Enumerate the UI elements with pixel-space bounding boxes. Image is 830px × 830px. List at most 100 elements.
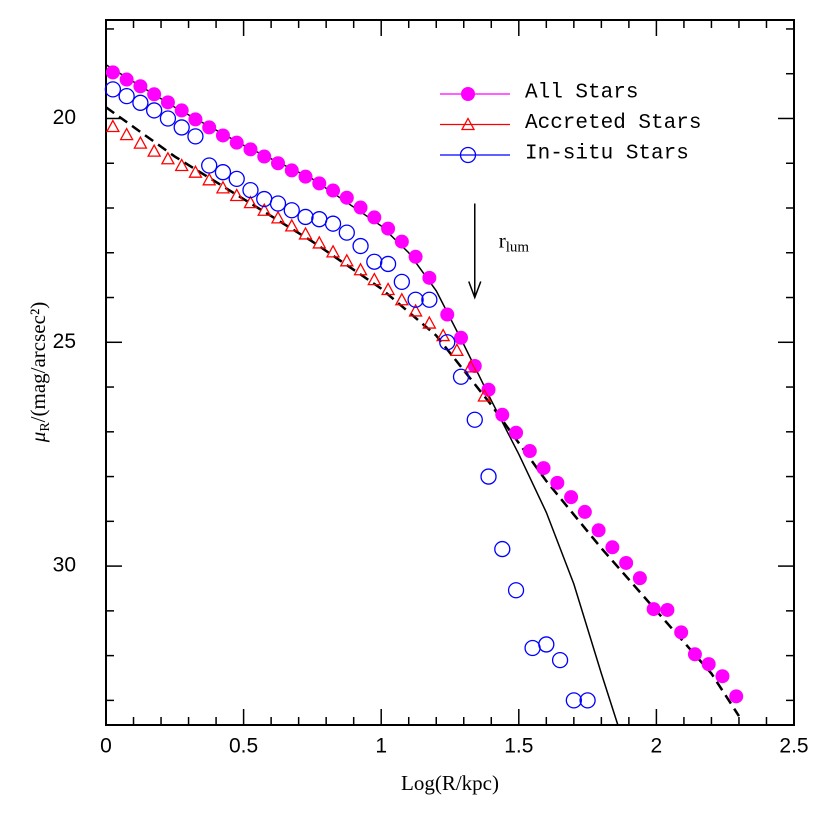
- point: [174, 158, 189, 172]
- point: [480, 468, 497, 485]
- point: [538, 636, 555, 653]
- point: [367, 272, 382, 286]
- point: [481, 382, 496, 397]
- point: [494, 540, 511, 558]
- point: [243, 195, 258, 209]
- point: [312, 176, 327, 191]
- point: [146, 102, 163, 119]
- point: [509, 425, 524, 440]
- point: [298, 169, 313, 184]
- point: [466, 411, 483, 428]
- point: [379, 255, 397, 273]
- point: [133, 79, 148, 94]
- point: [202, 172, 217, 186]
- y-tick-label: 25: [53, 330, 76, 353]
- point: [147, 87, 162, 102]
- x-tick-label: 1.5: [504, 735, 533, 758]
- point: [408, 303, 423, 317]
- point: [605, 540, 620, 555]
- point: [551, 651, 569, 669]
- point: [477, 388, 492, 402]
- point: [133, 135, 148, 149]
- point: [215, 128, 230, 143]
- y-tick-label: 20: [53, 106, 76, 129]
- point: [243, 142, 258, 157]
- point: [577, 504, 592, 519]
- legend-label: All Stars: [525, 82, 638, 105]
- point: [353, 200, 368, 215]
- model-line: [105, 106, 741, 717]
- point: [201, 157, 218, 174]
- point: [701, 657, 716, 672]
- point: [393, 273, 410, 291]
- point: [421, 291, 438, 308]
- point: [118, 87, 135, 105]
- point: [380, 282, 396, 296]
- point: [394, 234, 409, 249]
- point: [271, 156, 285, 171]
- point: [326, 183, 341, 198]
- point: [132, 94, 149, 111]
- point: [284, 163, 299, 178]
- point: [646, 602, 661, 617]
- point: [660, 602, 675, 617]
- point: [408, 249, 423, 264]
- point: [729, 689, 744, 704]
- point: [284, 218, 299, 232]
- point: [105, 65, 120, 80]
- point: [339, 190, 354, 205]
- point: [507, 582, 525, 599]
- point: [188, 112, 203, 127]
- arrow-label: rlum: [499, 228, 530, 256]
- x-tick-label: 0.5: [229, 735, 258, 758]
- point: [159, 110, 177, 127]
- point: [188, 164, 203, 178]
- point: [297, 208, 314, 226]
- point: [269, 195, 287, 212]
- point: [564, 490, 579, 505]
- point: [536, 461, 551, 476]
- point: [440, 307, 455, 322]
- legend-marker: [461, 87, 475, 101]
- point: [270, 210, 286, 224]
- point: [338, 224, 355, 241]
- point: [311, 211, 328, 228]
- point: [452, 368, 470, 385]
- point: [422, 315, 437, 329]
- x-tick-label: 2: [651, 735, 663, 758]
- arrow-head: [468, 281, 482, 300]
- point: [160, 95, 175, 110]
- point: [202, 120, 217, 135]
- point: [524, 639, 541, 657]
- legend-label: In-situ Stars: [525, 143, 689, 166]
- point: [283, 202, 300, 219]
- point: [257, 202, 272, 216]
- legend-label: Accreted Stars: [525, 112, 701, 135]
- x-tick-label: 2.5: [779, 735, 808, 758]
- x-axis-label: Log(R/kpc): [401, 771, 499, 795]
- legend-marker: [459, 146, 477, 164]
- y-label-symbol: μ: [26, 432, 50, 444]
- point: [407, 291, 424, 308]
- point: [228, 170, 245, 188]
- point: [147, 143, 162, 157]
- point: [454, 330, 469, 345]
- point: [422, 270, 437, 285]
- point: [565, 692, 582, 709]
- point: [495, 407, 510, 422]
- point: [687, 647, 702, 662]
- point: [339, 253, 354, 267]
- point: [367, 210, 382, 225]
- point: [119, 127, 134, 141]
- y-label-sub: R: [38, 422, 53, 432]
- point: [381, 221, 396, 236]
- x-tick-label: 0: [100, 735, 112, 758]
- point: [353, 262, 368, 276]
- point: [119, 72, 134, 87]
- x-tick-label: 1: [375, 735, 387, 758]
- point: [366, 253, 383, 270]
- point: [312, 235, 327, 249]
- point: [174, 103, 189, 118]
- point: [242, 181, 259, 199]
- point: [579, 692, 596, 709]
